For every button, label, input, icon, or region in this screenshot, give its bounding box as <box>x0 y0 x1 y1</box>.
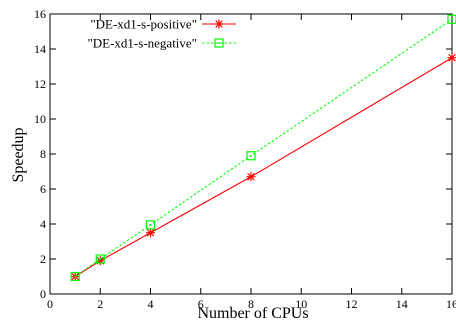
data-point <box>447 14 456 24</box>
series-line-1 <box>74 18 453 277</box>
data-point <box>95 254 105 264</box>
y-axis-title: Speedup <box>10 127 27 182</box>
x-tick-label: 8 <box>248 297 254 311</box>
x-tick-label: 12 <box>346 297 358 311</box>
x-tick-label: 6 <box>198 297 204 311</box>
x-tick-label: 16 <box>446 297 456 311</box>
data-point <box>246 172 256 182</box>
x-tick-label: 10 <box>295 297 307 311</box>
data-point <box>447 53 456 63</box>
series-1 <box>70 14 456 282</box>
y-tick-label: 14 <box>34 42 46 56</box>
y-tick-label: 6 <box>40 182 46 196</box>
series-line-0 <box>74 57 453 277</box>
x-tick-label: 0 <box>47 297 53 311</box>
data-point <box>246 151 256 161</box>
y-tick-label: 10 <box>34 112 46 126</box>
y-tick-label: 16 <box>34 7 46 21</box>
legend-item-1: "DE-xd1-s-negative" <box>87 36 236 51</box>
y-tick-label: 2 <box>40 252 46 266</box>
data-point <box>70 271 80 282</box>
x-axis-title: Number of CPUs <box>197 305 308 322</box>
legend: "DE-xd1-s-positive" "DE-xd1-s-negative" <box>87 17 236 51</box>
legend-label: "DE-xd1-s-negative" <box>87 36 197 51</box>
data-point <box>146 228 155 238</box>
y-tick-label: 4 <box>40 217 46 231</box>
series-layer <box>70 14 456 282</box>
x-tick-label: 2 <box>97 297 103 311</box>
x-tick-label: 4 <box>148 297 154 311</box>
legend-marker <box>214 19 224 29</box>
legend-label: "DE-xd1-s-positive" <box>90 17 197 32</box>
y-tick-label: 12 <box>34 77 46 91</box>
x-tick-label: 14 <box>396 297 408 311</box>
legend-marker <box>214 38 224 48</box>
series-0 <box>70 53 456 281</box>
y-tick-label: 0 <box>40 287 46 301</box>
data-point <box>145 220 156 230</box>
legend-item-0: "DE-xd1-s-positive" <box>90 17 236 32</box>
x-axis-ticks: 0 2 4 6 8 10 12 14 16 <box>47 14 456 311</box>
y-tick-label: 8 <box>40 147 46 161</box>
y-axis-ticks: 0 2 4 6 8 10 12 14 16 <box>34 7 452 301</box>
